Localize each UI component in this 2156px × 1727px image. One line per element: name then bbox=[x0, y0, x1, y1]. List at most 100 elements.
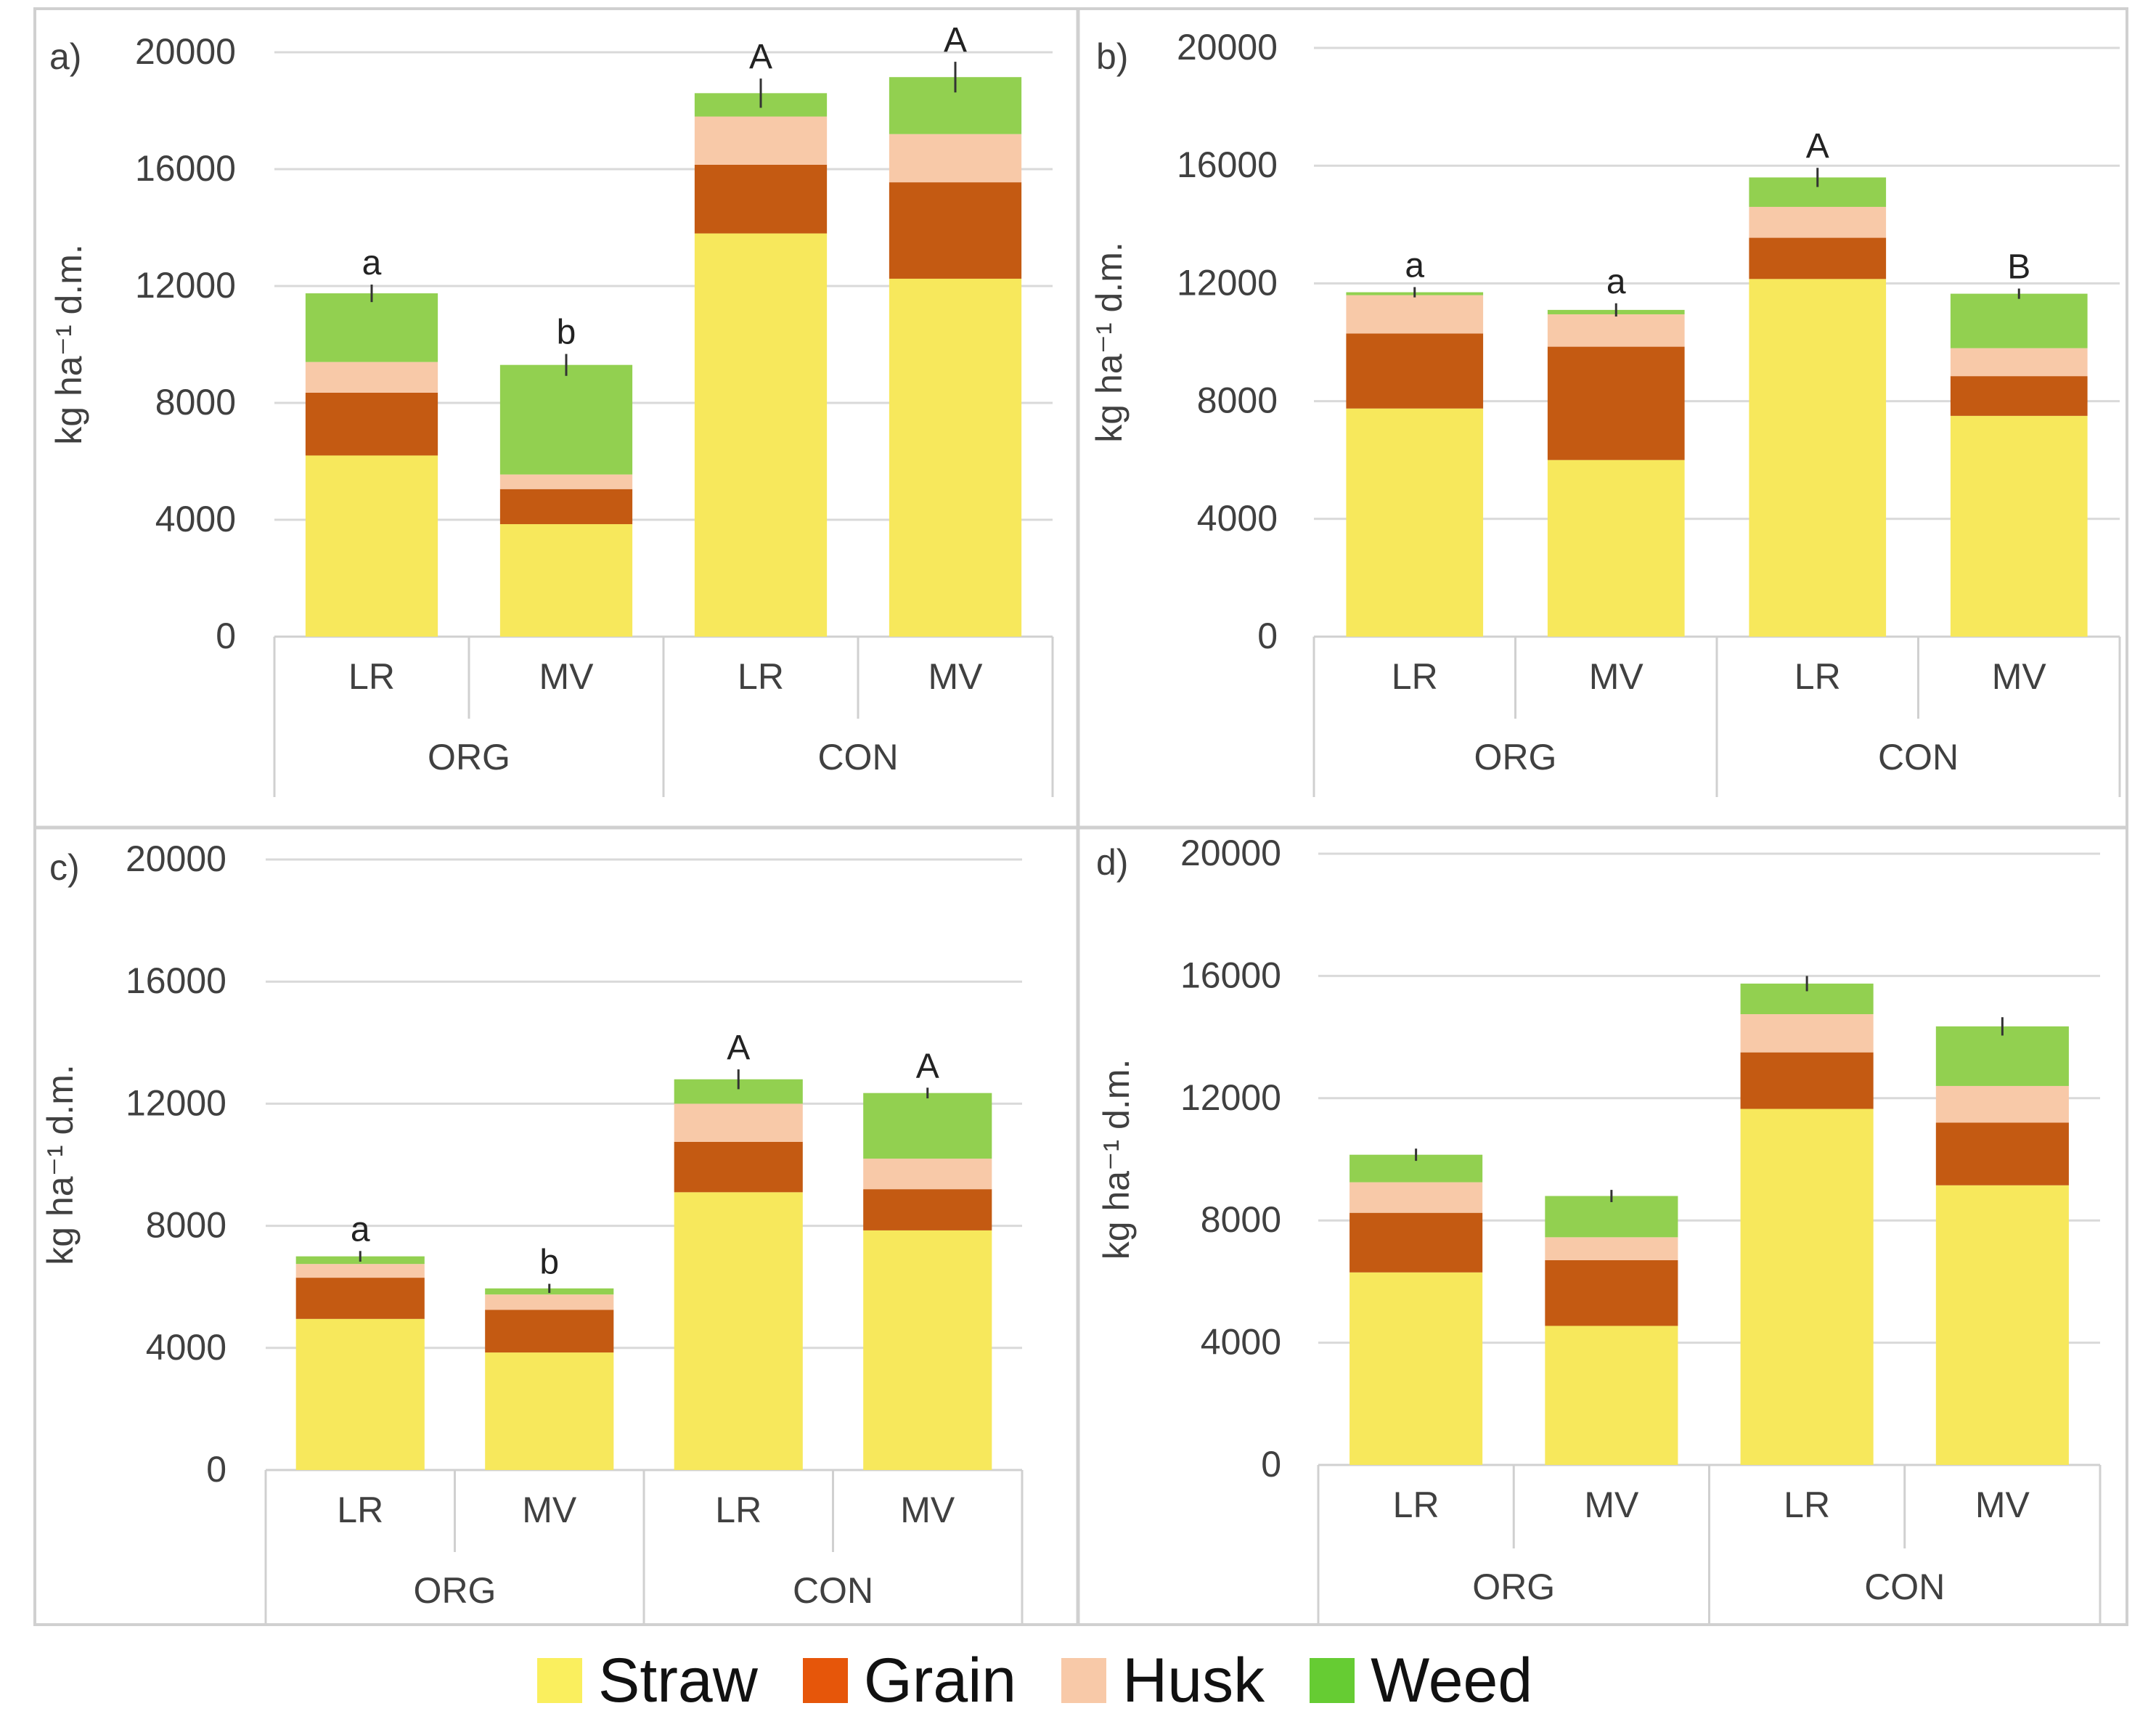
panel-c-group-label: ORG bbox=[414, 1570, 497, 1611]
panel-a-y-tick-label: 8000 bbox=[155, 382, 236, 422]
panel-b-bar-weed bbox=[1950, 293, 2088, 348]
panel-b-category-label: LR bbox=[1392, 656, 1438, 697]
panel-d-y-tick-label: 12000 bbox=[1180, 1077, 1281, 1118]
panel-b-bar-grain bbox=[1950, 376, 2088, 416]
panel-d-bar-grain bbox=[1935, 1122, 2069, 1185]
panel-d-label: d) bbox=[1096, 842, 1128, 883]
panel-a-y-tick-label: 4000 bbox=[155, 499, 236, 539]
panel-b-bar-husk bbox=[1749, 206, 1887, 238]
panel-a-category-label: MV bbox=[539, 656, 595, 697]
panel-b-bar-husk bbox=[1346, 295, 1484, 334]
panel-c-category-label: LR bbox=[337, 1490, 383, 1530]
panel-a-bar-grain bbox=[499, 489, 633, 525]
panel-c-group-label: CON bbox=[793, 1570, 873, 1611]
panel-c-significance-letter: b bbox=[539, 1243, 559, 1281]
legend-item-weed: Weed bbox=[1310, 1645, 1532, 1717]
panel-a-bar-weed bbox=[305, 293, 438, 362]
panel-d-category-label: LR bbox=[1784, 1485, 1830, 1525]
panel-c-y-tick-label: 4000 bbox=[146, 1327, 226, 1368]
panel-a-bar-grain bbox=[694, 164, 828, 234]
panel-a-bar-grain bbox=[889, 182, 1022, 279]
panel-d-y-tick-label: 4000 bbox=[1201, 1322, 1281, 1363]
panel-a-bar-husk bbox=[499, 474, 633, 489]
panel-b-bar-straw bbox=[1749, 279, 1887, 637]
panel-d-bar-grain bbox=[1349, 1212, 1483, 1273]
panel-c-category-label: LR bbox=[715, 1490, 761, 1530]
legend-label-husk: Husk bbox=[1122, 1645, 1265, 1715]
panel-b-category-label: MV bbox=[1589, 656, 1644, 697]
panel-c-significance-letter: A bbox=[916, 1047, 939, 1085]
panel-d-bar-husk bbox=[1935, 1085, 2069, 1123]
panel-a-category-label: LR bbox=[738, 656, 784, 697]
panel-c-bar-grain bbox=[863, 1189, 992, 1230]
panel-b-y-tick-label: 8000 bbox=[1197, 380, 1278, 421]
panel-a-group-label: ORG bbox=[428, 737, 510, 777]
panel-c-y-tick-label: 16000 bbox=[126, 960, 226, 1001]
panel-a-significance-letter: A bbox=[749, 38, 772, 76]
panel-d-bar-straw bbox=[1545, 1326, 1678, 1465]
panel-b-category-label: MV bbox=[1992, 656, 2047, 697]
panel-c-bar-grain bbox=[295, 1278, 425, 1319]
panel-c-category-label: MV bbox=[522, 1490, 577, 1530]
panel-d-y-tick-label: 0 bbox=[1261, 1444, 1281, 1485]
panel-d-bar-weed bbox=[1935, 1026, 2069, 1086]
panel-d-group-label: CON bbox=[1864, 1567, 1945, 1607]
legend-swatch-straw bbox=[537, 1658, 582, 1703]
panel-d-y-tick-label: 16000 bbox=[1180, 955, 1281, 995]
legend-label-straw: Straw bbox=[598, 1645, 758, 1715]
panel-a-y-tick-label: 16000 bbox=[135, 148, 236, 189]
panel-b-group-label: CON bbox=[1878, 737, 1959, 777]
panel-a-bar-straw bbox=[305, 455, 438, 637]
panel-b-significance-letter: a bbox=[1606, 263, 1626, 301]
panel-d-group-label: ORG bbox=[1472, 1567, 1555, 1607]
legend-label-grain: Grain bbox=[863, 1645, 1017, 1715]
panel-d-category-label: MV bbox=[1975, 1485, 2030, 1525]
panel-d-y-tick-label: 8000 bbox=[1201, 1199, 1281, 1240]
legend-label-weed: Weed bbox=[1371, 1645, 1533, 1715]
panel-c-bar-grain bbox=[485, 1310, 614, 1353]
panel-c-y-tick-label: 20000 bbox=[126, 838, 226, 879]
panel-d-category-label: LR bbox=[1393, 1485, 1440, 1525]
panel-b-significance-letter: a bbox=[1405, 246, 1424, 285]
panel-c-y-tick-label: 0 bbox=[206, 1449, 226, 1490]
legend: Straw Grain Husk Weed bbox=[537, 1641, 1626, 1720]
panel-d-bar-straw bbox=[1349, 1272, 1483, 1465]
panel-b-y-tick-label: 12000 bbox=[1177, 262, 1278, 303]
legend-swatch-grain bbox=[802, 1658, 848, 1703]
panel-b-bar-grain bbox=[1749, 237, 1887, 279]
panel-d-y-tick-label: 20000 bbox=[1180, 833, 1281, 873]
panel-b-y-axis-label: kg ha⁻¹ d.m. bbox=[1089, 242, 1130, 443]
panel-b-y-tick-label: 16000 bbox=[1177, 144, 1278, 185]
panel-c-category-label: MV bbox=[900, 1490, 955, 1530]
panel-b-bar-husk bbox=[1547, 314, 1685, 347]
panel-c-bar-straw bbox=[863, 1230, 992, 1470]
panel-b-bar-husk bbox=[1950, 348, 2088, 377]
panel-c-bar-husk bbox=[674, 1103, 803, 1142]
legend-swatch-husk bbox=[1061, 1658, 1107, 1703]
panel-c-bar-straw bbox=[674, 1192, 803, 1470]
legend-swatch-weed bbox=[1310, 1658, 1355, 1703]
panel-a-bar-husk bbox=[889, 134, 1022, 183]
panel-d-bar-husk bbox=[1740, 1014, 1874, 1053]
panel-b-group-label: ORG bbox=[1474, 737, 1557, 777]
legend-item-husk: Husk bbox=[1061, 1645, 1265, 1717]
panel-c-significance-letter: a bbox=[351, 1210, 370, 1249]
panel-d-bar-weed bbox=[1545, 1196, 1678, 1238]
panel-d-bar-straw bbox=[1935, 1185, 2069, 1465]
panel-b-bar-straw bbox=[1950, 415, 2088, 637]
panel-a-bar-weed bbox=[499, 364, 633, 475]
panel-d-category-label: MV bbox=[1584, 1485, 1639, 1525]
panel-a-group-label: CON bbox=[817, 737, 898, 777]
panel-d-bar-husk bbox=[1349, 1182, 1483, 1213]
panel-c-bar-husk bbox=[295, 1264, 425, 1278]
panel-a-y-tick-label: 20000 bbox=[135, 31, 236, 72]
panel-c-significance-letter: A bbox=[727, 1029, 750, 1067]
panel-a-category-label: LR bbox=[348, 656, 395, 697]
panel-c-bar-weed bbox=[863, 1093, 992, 1159]
panel-a-y-axis-label: kg ha⁻¹ d.m. bbox=[49, 244, 89, 445]
panel-c-y-tick-label: 12000 bbox=[126, 1082, 226, 1123]
panel-d-bar-grain bbox=[1740, 1052, 1874, 1109]
panel-b-category-label: LR bbox=[1794, 656, 1841, 697]
panel-c-bar-husk bbox=[863, 1159, 992, 1190]
